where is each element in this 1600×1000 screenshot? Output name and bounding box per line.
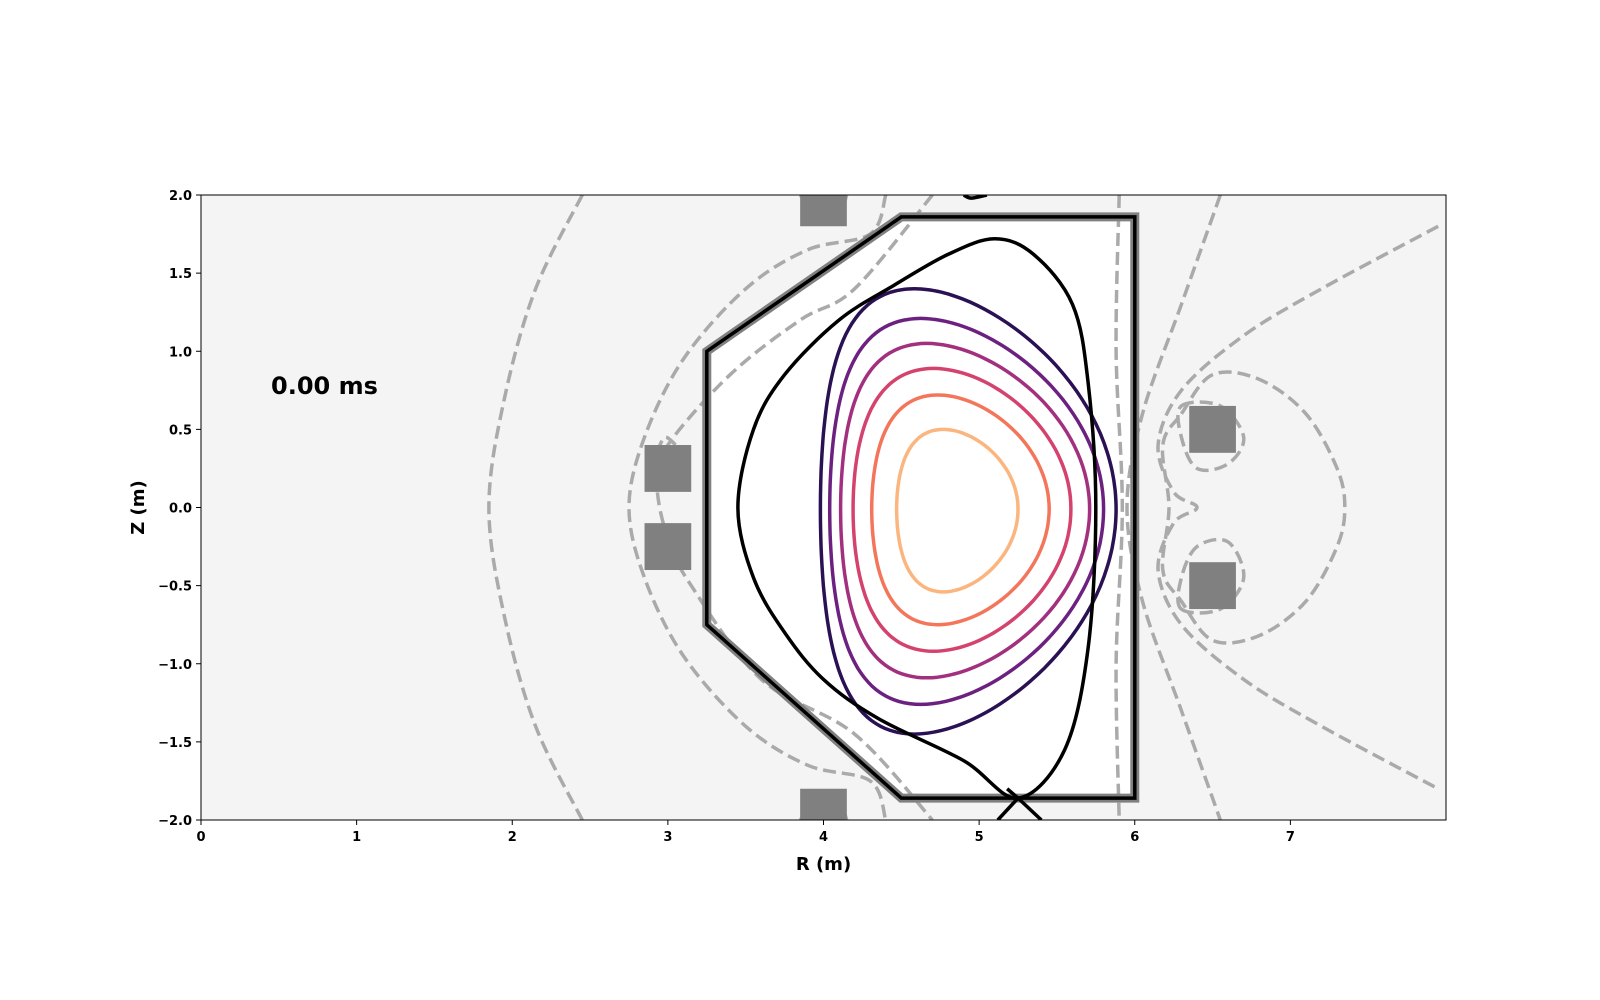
time-annotation: 0.00 ms <box>271 372 378 400</box>
flux-surface-1 <box>869 393 1051 627</box>
separatrix-leg-0 <box>1016 796 1043 820</box>
flux-surface-3 <box>838 341 1092 680</box>
flux-surface-4 <box>827 316 1106 707</box>
y-tick-label: 1.5 <box>169 267 192 282</box>
y-tick-label: 1.0 <box>169 345 192 360</box>
x-tick-label: 2 <box>508 830 517 845</box>
separatrix-leg-2 <box>1005 787 1020 800</box>
vacuum-contour-8 <box>1160 370 1347 645</box>
field-coils <box>644 195 1236 820</box>
flux-surface-0 <box>894 427 1020 594</box>
vacuum-contour-5 <box>1114 195 1125 820</box>
y-tick-label: −2.0 <box>158 814 192 829</box>
vessel-wall-inner <box>705 215 1137 800</box>
vacuum-contour-6 <box>1125 195 1222 820</box>
coil-4 <box>1189 405 1236 453</box>
x-axis-label: R (m) <box>796 854 851 875</box>
vessel-wall <box>702 212 1140 803</box>
separatrix <box>736 195 1098 820</box>
coil-0 <box>800 195 847 227</box>
x-tick-label: 5 <box>975 830 984 845</box>
vacuum-contour-9 <box>1176 400 1246 473</box>
y-tick-label: 0.0 <box>169 502 192 517</box>
y-axis-ticks: −2.0 −1.5 −1.0 −0.5 0.0 0.5 1.0 1.5 2.0 <box>158 189 201 829</box>
x-tick-label: 6 <box>1130 830 1139 845</box>
coil-3 <box>644 523 692 570</box>
coil-2 <box>644 445 692 492</box>
vacuum-contour-7 <box>1156 224 1440 791</box>
y-axis-label: Z (m) <box>128 480 149 535</box>
separatrix-leg-1 <box>996 796 1020 820</box>
coil-5 <box>1189 562 1236 610</box>
x-tick-label: 1 <box>352 830 361 845</box>
coil-1 <box>800 788 847 820</box>
x-tick-label: 4 <box>819 830 828 845</box>
separatrix-leg-3 <box>962 195 988 200</box>
flux-surface-2 <box>851 366 1073 654</box>
vacuum-flux-contours <box>487 195 1440 820</box>
y-tick-label: −1.5 <box>158 736 192 751</box>
vacuum-contour-0 <box>487 195 584 820</box>
separatrix-core <box>736 237 1098 800</box>
plasma-flux-surfaces <box>818 287 1118 736</box>
x-axis-ticks: 0 1 2 3 4 5 6 7 <box>196 820 1295 845</box>
y-tick-label: 2.0 <box>169 189 192 204</box>
flux-surface-5 <box>818 287 1118 736</box>
x-tick-label: 3 <box>663 830 672 845</box>
vacuum-contour-1 <box>627 195 888 820</box>
x-tick-label: 0 <box>196 830 205 845</box>
y-tick-label: 0.5 <box>169 423 192 438</box>
y-tick-label: −0.5 <box>158 580 192 595</box>
x-tick-label: 7 <box>1286 830 1295 845</box>
vacuum-contour-10 <box>1176 537 1246 615</box>
y-tick-label: −1.0 <box>158 658 192 673</box>
